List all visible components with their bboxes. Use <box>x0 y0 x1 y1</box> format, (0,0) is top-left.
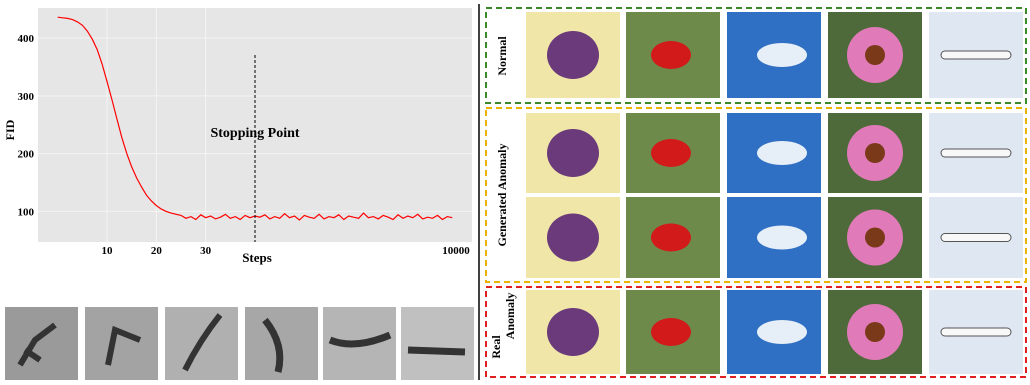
x-tick-label: 10 <box>102 245 114 257</box>
y-tick-label: 100 <box>18 206 35 218</box>
image <box>85 307 158 380</box>
image-detail <box>941 51 1011 59</box>
image-grid <box>526 12 1023 374</box>
y-axis-label: FID <box>3 119 17 140</box>
image-detail <box>651 41 691 69</box>
screw-images <box>5 307 474 380</box>
x-tick-label: 30 <box>200 245 212 257</box>
x-tick-label: 10000 <box>442 245 470 257</box>
image-detail <box>651 224 691 252</box>
row-label: Real <box>489 335 503 359</box>
annotation: Stopping Point <box>210 126 299 141</box>
y-tick-label: 300 <box>18 91 35 103</box>
y-tick-label: 400 <box>18 33 35 45</box>
image-detail <box>757 141 807 165</box>
image-detail <box>865 45 885 65</box>
image-detail <box>547 214 599 262</box>
image-detail <box>547 129 599 177</box>
image-detail <box>865 228 885 248</box>
image-detail <box>651 139 691 167</box>
image-detail <box>941 149 1011 157</box>
row-label: Generated Anomaly <box>495 144 509 247</box>
x-tick-label: 20 <box>151 245 163 257</box>
image-detail <box>941 234 1011 242</box>
image-detail <box>865 143 885 163</box>
image <box>401 307 474 380</box>
image-detail <box>547 308 599 356</box>
figure: 100 200 300 400 10 20 30 Stopping Point 10000 S… <box>0 0 1030 380</box>
image-detail <box>757 320 807 344</box>
image-detail <box>651 318 691 346</box>
image-detail <box>547 31 599 79</box>
x-axis-label: Steps <box>242 250 272 265</box>
row-label: Anomaly <box>503 293 517 340</box>
image-detail <box>865 322 885 342</box>
y-tick-label: 200 <box>18 149 35 161</box>
row-label: Normal <box>495 36 509 76</box>
image-detail <box>757 43 807 67</box>
image <box>5 307 78 380</box>
image-detail <box>757 226 807 250</box>
image-detail <box>941 328 1011 336</box>
